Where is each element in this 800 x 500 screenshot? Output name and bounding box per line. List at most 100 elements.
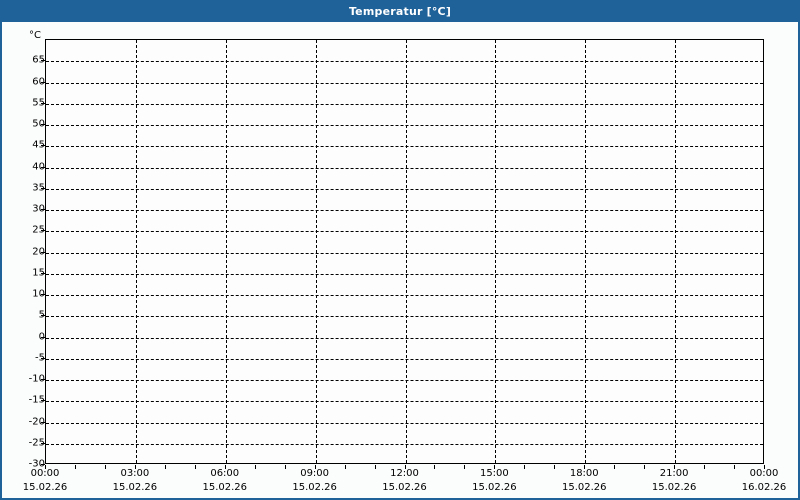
x-axis-minor-tick (434, 465, 436, 469)
y-axis-tick-label: -15 (28, 394, 45, 406)
y-axis-tick-label: 60 (32, 76, 45, 87)
y-axis-tick-label: 25 (32, 224, 45, 236)
gridline-horizontal (46, 103, 763, 105)
y-axis-tick-mark (41, 145, 45, 147)
x-axis-tick-date: 15.02.26 (202, 482, 248, 493)
x-axis-tick-date: 15.02.26 (292, 482, 337, 493)
x-axis-minor-tick (314, 465, 316, 469)
gridline-horizontal (46, 273, 763, 275)
x-axis-tick-date: 15.02.26 (22, 482, 68, 493)
x-axis-minor-tick (554, 465, 556, 469)
x-axis-tick-time: 03:00 (120, 468, 150, 479)
y-axis-tick-mark (41, 81, 45, 83)
page-title: Temperatur [°C] (348, 4, 452, 18)
y-axis-tick-label: -20 (28, 416, 45, 427)
plot-wrapper: °C 65 60 55 50 45 40 35 30 25 20 15 10 5 0 -5 -10 -15 -20… (2, 24, 798, 498)
y-axis-tick-mark (41, 60, 45, 62)
y-axis-tick-mark (41, 272, 45, 274)
x-axis: 00:00 15.02.26 03:00 15.02.26 06:00 15.02.26 0… (23, 465, 786, 498)
y-axis-tick-label: 30 (32, 203, 45, 215)
gridline-horizontal (46, 231, 763, 233)
x-axis-minor-tick (674, 465, 676, 469)
chart-title-bar: Temperatur [°C] (2, 2, 798, 22)
x-axis-minor-tick (524, 465, 526, 469)
y-axis-tick-label: -30 (28, 458, 45, 470)
x-axis-tick-time: 06:00 (210, 468, 240, 479)
y-axis-tick-mark (41, 315, 45, 317)
y-axis-tick-label: 50 (32, 118, 45, 130)
x-axis-minor-tick (494, 465, 496, 469)
y-axis-tick-label: 15 (32, 267, 45, 279)
gridline-horizontal (46, 252, 763, 254)
x-axis-tick-label: 03:00 15.02.26 (113, 467, 158, 495)
x-axis-minor-tick (614, 465, 616, 469)
y-axis-tick-label: 0 (38, 331, 45, 342)
y-axis-tick-mark (41, 421, 45, 423)
y-axis-tick-mark (41, 230, 45, 232)
x-axis-tick-label: 00:00 15.02.26 (23, 467, 68, 495)
x-axis-tick-label: 18:00 15.02.26 (562, 467, 607, 495)
y-axis: °C 65 60 55 50 45 40 35 30 25 20 15 10 5 0 -5 -10 -15 -20… (2, 24, 45, 498)
y-axis-tick-mark (41, 357, 45, 359)
gridline-horizontal (46, 380, 763, 381)
plot-area (45, 39, 764, 464)
x-axis-tick-label: 21:00 15.02.26 (652, 467, 697, 495)
x-axis-minor-tick (224, 465, 226, 469)
y-axis-tick-label: 55 (32, 97, 45, 109)
y-axis-tick-mark (41, 336, 45, 338)
y-axis-tick-label: 35 (32, 182, 45, 194)
x-axis-tick-date: 16.02.26 (741, 482, 787, 493)
x-axis-tick-time: 18:00 (569, 468, 599, 479)
x-axis-minor-tick (404, 465, 406, 469)
x-axis-tick-time: 09:00 (300, 468, 330, 479)
y-axis-unit-label: °C (29, 30, 41, 41)
y-axis-tick-mark (41, 166, 45, 168)
x-axis-minor-tick (644, 465, 646, 469)
gridline-horizontal (46, 401, 763, 403)
gridline-horizontal (46, 422, 763, 424)
x-axis-tick-label: 15:00 15.02.26 (472, 467, 517, 495)
y-axis-tick-label: 45 (32, 139, 45, 151)
x-axis-tick-label: 00:00 16.02.26 (742, 467, 787, 495)
y-axis-tick-mark (41, 400, 45, 402)
x-axis-tick-time: 12:00 (390, 468, 419, 479)
y-axis-tick-label: 40 (32, 161, 45, 172)
x-axis-minor-tick (164, 465, 166, 469)
y-axis-tick-mark (41, 464, 45, 465)
y-axis-tick-label: 65 (32, 54, 45, 66)
x-axis-tick-label: 12:00 15.02.26 (382, 467, 427, 495)
x-axis-tick-date: 15.02.26 (472, 482, 517, 493)
y-axis-tick-label: -5 (35, 352, 45, 364)
x-axis-minor-tick (134, 465, 136, 469)
y-axis-tick-mark (41, 187, 45, 189)
gridline-horizontal (46, 295, 763, 296)
x-axis-minor-tick (74, 465, 76, 469)
y-axis-tick-mark (41, 124, 45, 125)
gridline-horizontal (46, 188, 763, 190)
x-axis-tick-time: 00:00 (749, 468, 779, 479)
x-axis-tick-label: 06:00 15.02.26 (202, 467, 247, 495)
x-axis-minor-tick (764, 465, 765, 469)
y-axis-tick-label: 5 (38, 309, 45, 321)
y-axis-tick-mark (41, 209, 45, 210)
gridline-horizontal (46, 316, 763, 318)
x-axis-minor-tick (45, 465, 46, 469)
x-axis-tick-date: 15.02.26 (382, 482, 427, 493)
x-axis-minor-tick (464, 465, 466, 469)
gridline-vertical (675, 40, 677, 463)
gridline-vertical (495, 40, 497, 463)
x-axis-tick-time: 00:00 (30, 468, 60, 479)
x-axis-minor-tick (584, 465, 586, 469)
y-axis-tick-mark (41, 251, 45, 253)
gridline-vertical (225, 40, 227, 463)
x-axis-minor-tick (344, 465, 346, 469)
y-axis-tick-label: -10 (28, 373, 45, 385)
gridline-vertical (405, 40, 407, 463)
x-axis-tick-date: 15.02.26 (651, 482, 697, 493)
x-axis-minor-tick (734, 465, 736, 469)
y-axis-tick-mark (41, 294, 45, 295)
gridline-horizontal (46, 443, 763, 445)
x-axis-minor-tick (374, 465, 376, 469)
gridline-horizontal (46, 146, 763, 148)
